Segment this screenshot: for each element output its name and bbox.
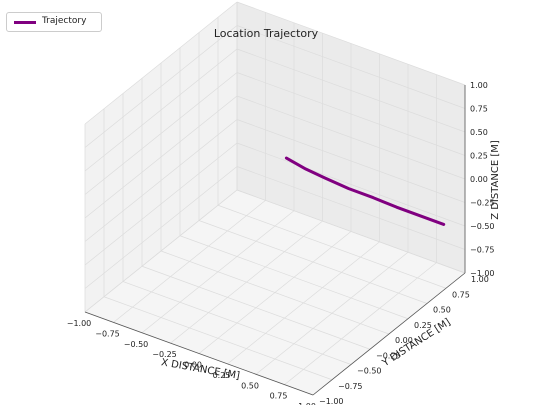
y-tick-label: 0.25: [414, 321, 432, 330]
grid-floor-x: [284, 262, 437, 385]
x-axis-line: [84, 311, 314, 396]
grid-left-z: [84, 25, 238, 148]
z-tick-label: −0.50: [470, 222, 495, 231]
x-tick-label: −0.25: [152, 350, 177, 359]
grid-floor-y: [198, 220, 428, 304]
x-tick-label: −0.50: [124, 340, 149, 349]
z-tick-label: −0.25: [470, 199, 495, 208]
z-axis-label: Z DISTANCE [M]: [490, 140, 501, 220]
grid-left-z: [84, 95, 238, 219]
trajectory-line: [284, 156, 446, 226]
grid-left-z: [84, 72, 238, 195]
y-tick-label: −0.50: [357, 367, 382, 376]
y-tick-label: −0.75: [338, 382, 363, 391]
grid-floor-y: [179, 235, 409, 320]
x-tick-label: 1.00: [298, 402, 316, 405]
z-tick-label: −0.75: [470, 246, 495, 255]
x-tick-label: −1.00: [67, 319, 92, 328]
chart-title: Location Trajectory: [214, 27, 319, 40]
legend-label: Trajectory: [42, 16, 87, 26]
z-tick-label: 0.00: [470, 175, 488, 184]
y-tick-label: −0.25: [376, 351, 401, 360]
x-tick-label: −0.75: [95, 329, 120, 338]
x-tick-label: 0.75: [270, 392, 288, 401]
grid-back-z: [236, 72, 466, 156]
x-tick-label: 0.50: [241, 381, 259, 390]
grid-floor-y: [160, 250, 390, 335]
y-tick-label: 0.00: [395, 336, 413, 345]
legend: Trajectory: [6, 12, 102, 32]
y-tick-label: 1.00: [471, 275, 489, 284]
y-axis-line: [312, 272, 466, 396]
grid-back-z: [236, 48, 466, 133]
grid-left-z: [84, 1, 238, 125]
grid-back-z: [236, 95, 466, 180]
grid-floor-y: [236, 189, 466, 274]
z-tick-label: 0.50: [470, 128, 488, 137]
z-tick-label: −1.00: [470, 269, 495, 278]
y-tick-label: 0.75: [452, 290, 470, 299]
grid-lines: [84, 1, 466, 396]
tick-labels: −1.00−0.75−0.50−0.250.000.250.500.751.00…: [67, 81, 495, 405]
grid-floor-x: [255, 251, 409, 375]
grid-left-z: [84, 48, 238, 172]
grid-back-z: [236, 25, 466, 109]
grid-back-z: [236, 1, 466, 86]
z-tick-label: 0.25: [470, 152, 488, 161]
legend-swatch: [14, 21, 36, 24]
y-tick-label: −1.00: [319, 397, 344, 405]
x-tick-label: 0.25: [213, 371, 231, 380]
x-tick-label: 0.00: [184, 361, 202, 370]
grid-floor-x: [227, 241, 380, 365]
grid-floor-y: [217, 204, 447, 289]
z-tick-label: 0.75: [470, 105, 488, 114]
series-layer: [284, 156, 446, 226]
y-tick-label: 0.50: [433, 306, 451, 315]
z-tick-label: 1.00: [470, 81, 488, 90]
